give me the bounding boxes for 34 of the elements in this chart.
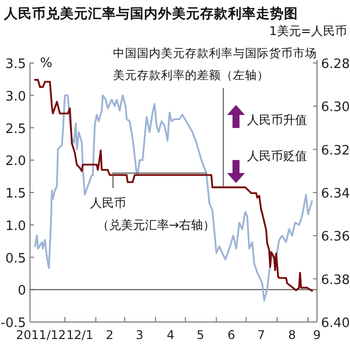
- y2-tick-label: 6.40: [321, 316, 350, 331]
- y-tick-label: 1.5: [5, 186, 26, 202]
- x-tick-label: 3: [136, 328, 144, 342]
- y-tick-label: 3.5: [5, 57, 26, 72]
- y-tick-label: -0.5: [0, 316, 26, 331]
- x-tick-label: 2: [106, 328, 114, 342]
- y2-tick-label: 6.36: [321, 230, 350, 245]
- x-tick-label: 6: [227, 328, 236, 342]
- y-tick-label: 1.0: [5, 218, 26, 234]
- x-tick-label: 9: [313, 328, 321, 342]
- y-tick-label: 2.5: [5, 122, 26, 137]
- y2-tick-label: 6.28: [321, 57, 350, 72]
- annotation: 人民币升值: [247, 113, 307, 127]
- y-tick-label: 2.0: [5, 154, 26, 170]
- x-tick-label: 12/1: [66, 328, 94, 342]
- annotation: 中国国内美元存款利率与国际货币市场美元存款利率的差额（左轴）: [113, 46, 317, 82]
- chart-title: 人民币兑美元汇率与国内外美元存款利率走势图: [3, 5, 298, 22]
- y2-axis-title: 1美元=人民币: [269, 24, 347, 38]
- annotation: （兑美元汇率→右轴）: [97, 218, 216, 232]
- y-tick-label: 0.5: [5, 251, 26, 266]
- x-tick-label: 7: [257, 328, 266, 342]
- x-tick-label: 8: [288, 328, 296, 342]
- x-tick-label: 5: [196, 328, 204, 342]
- y-axis-title: %: [40, 56, 52, 71]
- y2-tick-label: 6.32: [321, 143, 350, 158]
- annotation: 人民币贬值: [247, 149, 307, 163]
- x-tick-label: 2011/12: [16, 328, 66, 342]
- y2-tick-label: 6.30: [321, 100, 350, 116]
- y2-tick-label: 6.34: [321, 186, 350, 202]
- y-tick-label: 3.0: [5, 89, 26, 104]
- y2-tick-label: 6.38: [321, 272, 350, 288]
- annotation: 人民币: [90, 196, 126, 210]
- x-tick-label: 4: [166, 328, 174, 342]
- y-tick-label: 0: [18, 284, 26, 299]
